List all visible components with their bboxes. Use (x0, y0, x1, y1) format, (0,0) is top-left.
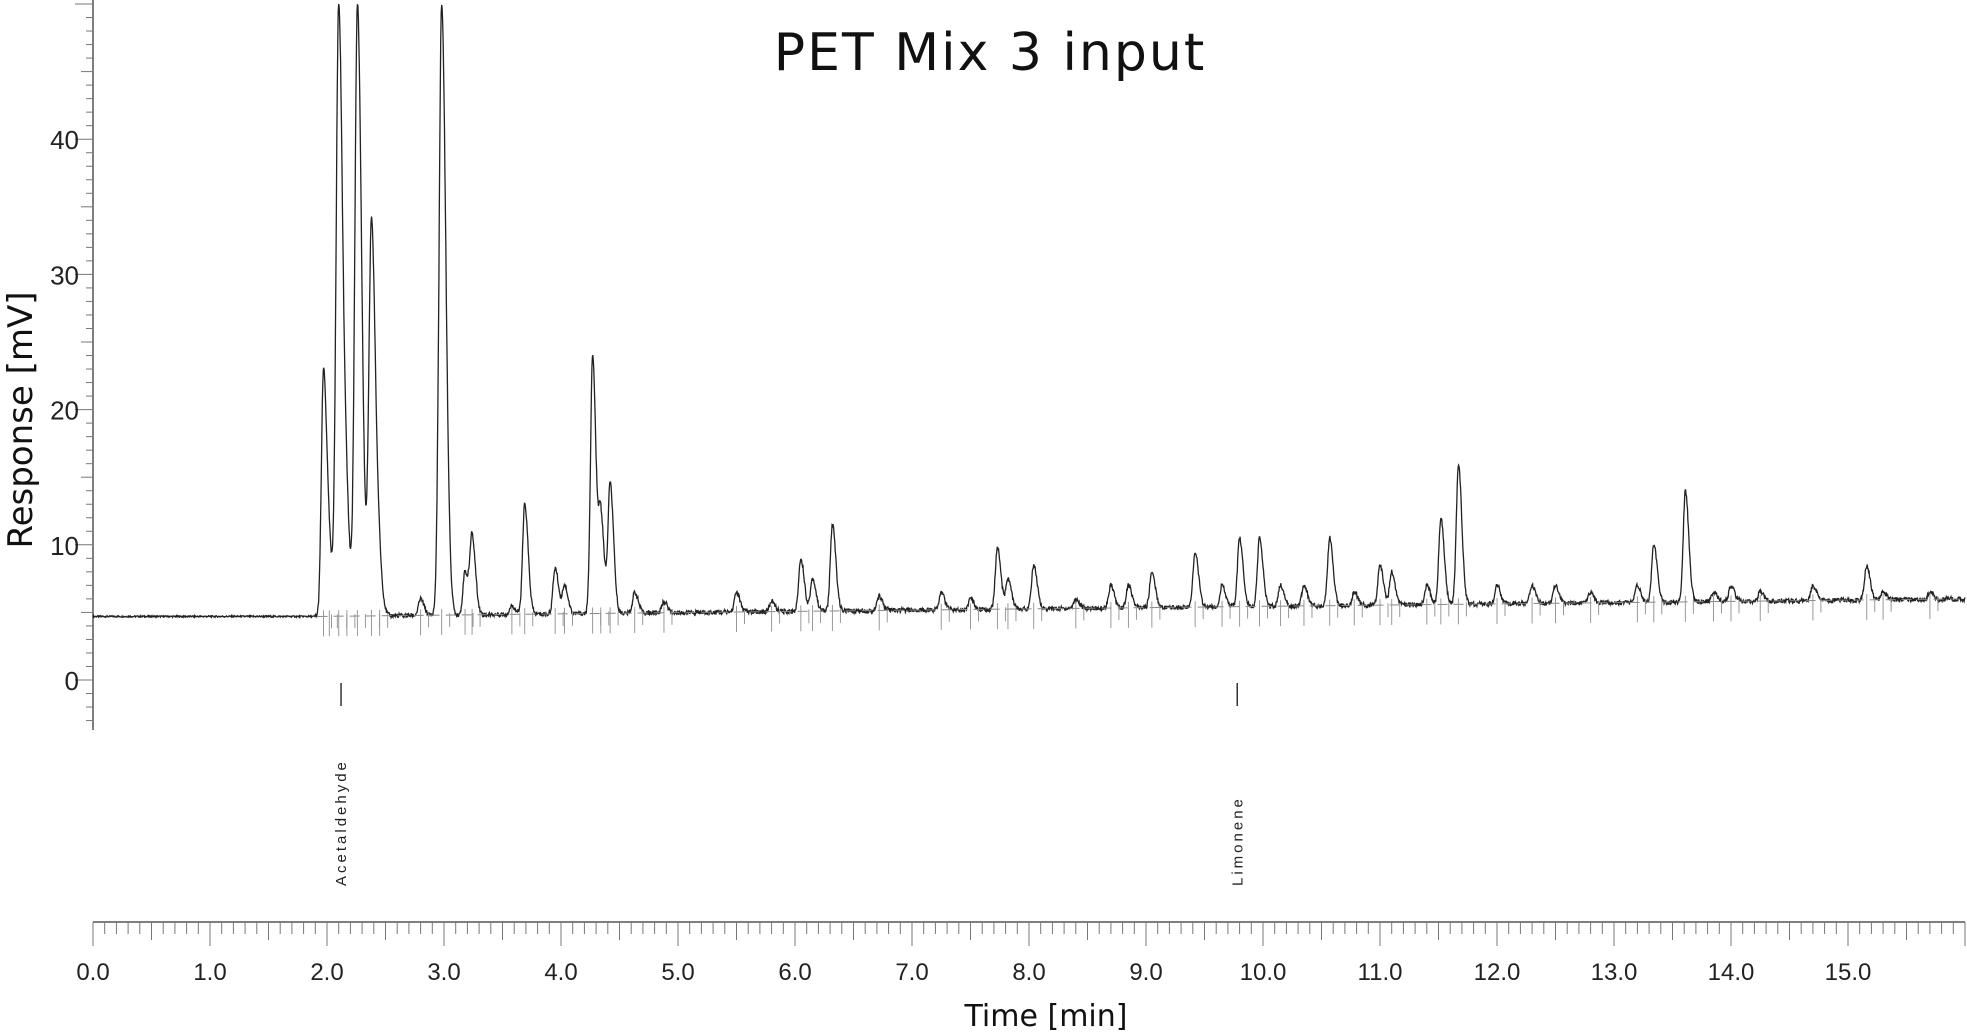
x-tick-label: 2.0 (310, 959, 343, 986)
y-tick-label: 30 (50, 260, 79, 290)
y-tick-label: 0 (65, 666, 79, 696)
annotation-label: Acetaldehyde (333, 759, 350, 886)
x-tick-label: 9.0 (1129, 959, 1162, 986)
x-tick-label: 7.0 (895, 959, 928, 986)
y-tick-label: 20 (50, 396, 79, 426)
plot-area (92, 3, 1966, 637)
peak-annotations: Acetaldehyde Limonene (333, 683, 1246, 886)
x-tick-label: 14.0 (1708, 959, 1755, 986)
x-tick-label: 13.0 (1591, 959, 1638, 986)
x-tick-label: 1.0 (193, 959, 226, 986)
x-tick-label: 12.0 (1474, 959, 1521, 986)
x-axis-label: Time [min] (964, 999, 1128, 1033)
x-tick-label: 15.0 (1825, 959, 1872, 986)
x-tick-label: 3.0 (427, 959, 460, 986)
x-tick-label: 10.0 (1240, 959, 1287, 986)
y-axis: 0 10 20 30 40 (50, 0, 94, 730)
chromatogram-trace (92, 3, 1966, 620)
y-tick-label: 10 (50, 531, 79, 561)
y-axis-label: Response [mV] (1, 291, 41, 548)
x-tick-label: 11.0 (1358, 959, 1403, 986)
y-tick-label: 40 (50, 125, 79, 155)
x-axis: 0.0 1.0 2.0 3.0 4.0 5.0 6.0 7.0 8.0 9.0 10.0 11.0 12… (76, 921, 1966, 986)
x-tick-label: 4.0 (544, 959, 577, 986)
x-tick-label: 8.0 (1012, 959, 1045, 986)
annotation-label: Limonene (1229, 796, 1246, 886)
x-tick-label: 5.0 (661, 959, 694, 986)
chart-title: PET Mix 3 input (774, 23, 1207, 83)
x-tick-label: 6.0 (778, 959, 811, 986)
x-tick-label: 0.0 (76, 959, 109, 986)
